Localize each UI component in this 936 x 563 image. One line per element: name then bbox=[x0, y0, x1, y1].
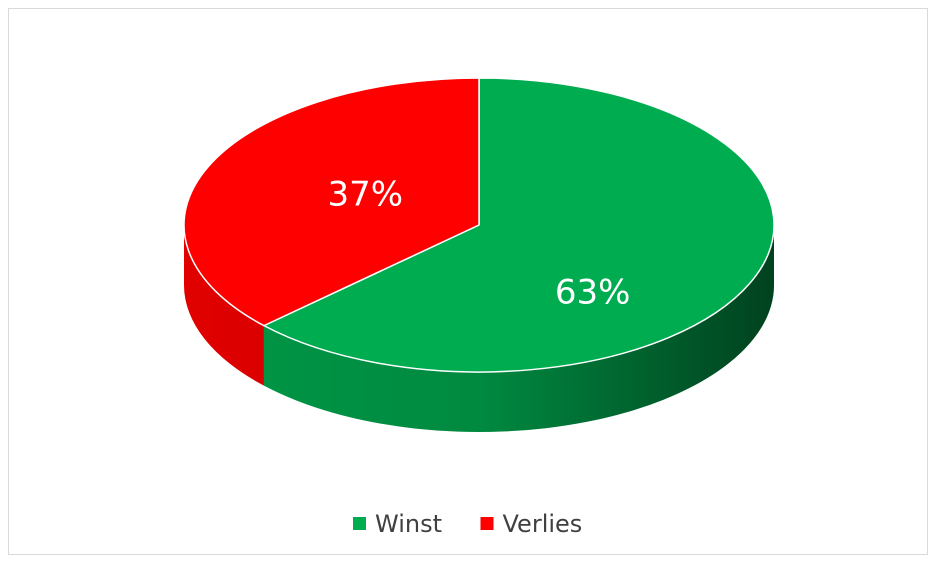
slice-side-shade bbox=[184, 225, 264, 386]
legend-swatch bbox=[353, 517, 366, 530]
slice-side-shade bbox=[263, 225, 774, 432]
legend-label: Winst bbox=[375, 510, 442, 538]
slice-top bbox=[263, 77, 775, 373]
legend-label: Verlies bbox=[503, 510, 583, 538]
value-label: 37% bbox=[328, 174, 404, 214]
slice-top bbox=[183, 77, 480, 327]
value-label: 63% bbox=[555, 273, 631, 313]
legend-swatch bbox=[480, 517, 494, 530]
